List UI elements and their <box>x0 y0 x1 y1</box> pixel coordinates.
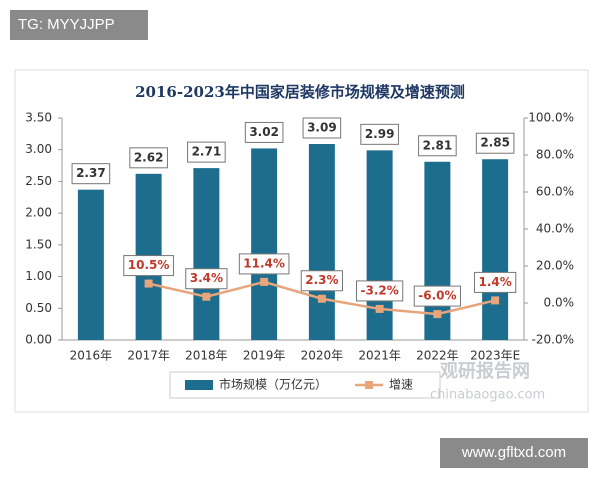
bar <box>251 148 278 340</box>
watermark-text: www.gfltxd.com <box>461 444 566 461</box>
bar-label: 2.85 <box>480 136 510 150</box>
y-tick-label: 2.00 <box>25 206 52 220</box>
y2-tick-label: 80.0% <box>536 148 574 162</box>
line-marker <box>317 294 326 303</box>
x-tick-label: 2016年 <box>70 349 113 363</box>
y2-tick-label: 100.0% <box>528 111 574 125</box>
y2-tick-label: 60.0% <box>536 185 574 199</box>
y-tick-label: 3.50 <box>25 111 52 125</box>
y-tick-label: 0.00 <box>25 333 52 347</box>
watermark-box <box>440 438 588 468</box>
x-tick-label: 2023年E <box>470 349 520 363</box>
bar-label-box <box>302 117 342 139</box>
legend-swatch <box>365 381 373 389</box>
line-label-box <box>185 268 228 290</box>
legend-swatch <box>185 380 213 390</box>
bar-label: 2.62 <box>134 150 164 164</box>
bar <box>308 144 335 340</box>
x-tick-label: 2021年 <box>358 349 401 363</box>
y-tick-label: 2.50 <box>25 174 52 188</box>
chart-title: 2016-2023年中国家居装修市场规模及增速预测 <box>135 83 465 101</box>
x-tick-label: 2019年 <box>243 349 286 363</box>
watermark: TG: MYYJJPP www.gfltxd.com 观研报告网 chinaba… <box>10 10 588 468</box>
line-marker <box>260 277 269 286</box>
bar-label-box <box>360 123 399 145</box>
watermark-box <box>10 10 148 40</box>
line-marker <box>202 292 211 301</box>
y-tick-label: 0.50 <box>25 301 52 315</box>
bar-label-box <box>187 141 226 163</box>
bar <box>482 159 509 340</box>
x-tick-label: 2017年 <box>127 349 170 363</box>
legend-label: 增速 <box>389 378 413 392</box>
line-label-box <box>413 285 462 307</box>
line-marker <box>433 310 442 319</box>
line-label-box <box>355 280 404 302</box>
bar-label: 2.81 <box>423 138 453 152</box>
legend-label: 市场规模（万亿元） <box>219 377 327 392</box>
bar-label-box <box>71 163 111 185</box>
watermark-text: 观研报告网 <box>440 360 530 382</box>
x-tick-label: 2018年 <box>185 349 228 363</box>
line-label-box <box>300 270 344 292</box>
y2-tick-label: 0.0% <box>544 296 575 310</box>
watermark-text: TG: MYYJJPP <box>18 16 115 33</box>
line-label: 2.3% <box>305 273 338 287</box>
bar-label-box <box>475 132 515 154</box>
y-tick-label: 1.50 <box>25 237 52 251</box>
y2-tick-label: -20.0% <box>532 333 574 347</box>
y2-tick-label: 20.0% <box>536 259 574 273</box>
bar-label: 2.99 <box>365 127 395 141</box>
line-marker <box>144 279 153 288</box>
bar <box>77 189 104 340</box>
line-label: -3.2% <box>360 283 398 297</box>
line-label: -6.0% <box>418 289 456 303</box>
y-tick-label: 3.00 <box>25 142 52 156</box>
line-label: 1.4% <box>478 275 511 289</box>
line-label: 11.4% <box>243 256 285 270</box>
line-marker <box>375 304 384 313</box>
bar <box>193 168 220 340</box>
watermark-text: chinabaogao.com <box>430 388 545 403</box>
line-label: 10.5% <box>128 258 170 272</box>
y-tick-label: 1.00 <box>25 269 52 283</box>
x-tick-label: 2022年 <box>416 349 459 363</box>
bar-label-box <box>129 147 168 169</box>
bar-label: 2.71 <box>192 145 222 159</box>
line-label-box <box>473 271 517 293</box>
line-label-box <box>123 255 174 277</box>
bar-label-box <box>244 121 284 143</box>
bar-label: 3.02 <box>249 125 279 139</box>
bar-label: 3.09 <box>307 121 337 135</box>
x-tick-label: 2020年 <box>301 349 344 363</box>
line-label-box <box>238 253 290 275</box>
bar-label: 2.37 <box>76 166 106 180</box>
legend-frame <box>169 371 441 399</box>
bar-label-box <box>418 135 457 157</box>
line-label: 3.4% <box>190 271 223 285</box>
y2-tick-label: 40.0% <box>536 222 574 236</box>
line-marker <box>491 296 500 305</box>
